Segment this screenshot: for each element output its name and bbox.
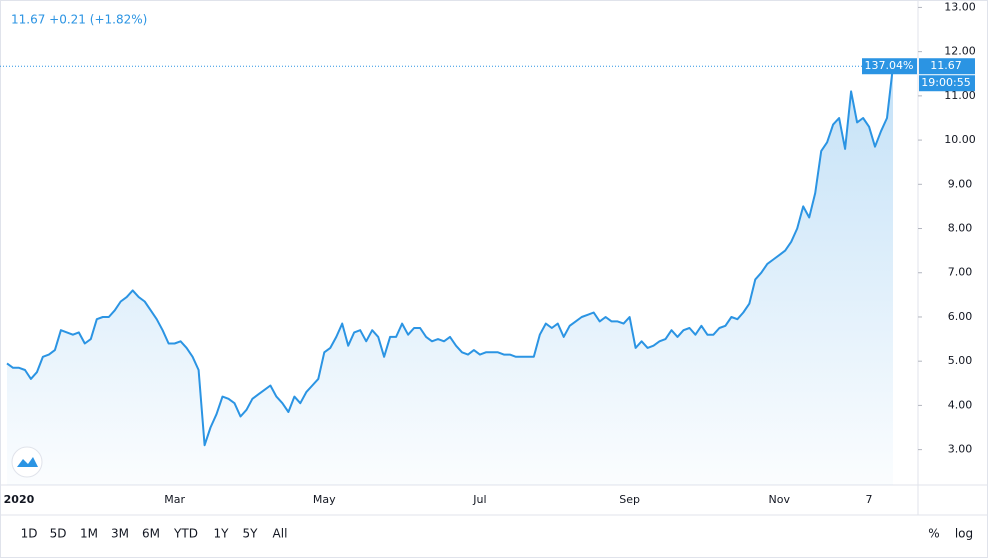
y-tick-label: 5.00 [948, 354, 973, 367]
x-tick-label: Mar [164, 493, 185, 506]
x-tick-label: 2020 [4, 493, 35, 506]
y-tick-label: 8.00 [948, 222, 973, 235]
y-tick-label: 7.00 [948, 266, 973, 279]
x-tick-label: Nov [769, 493, 791, 506]
y-tick-label: 3.00 [948, 443, 973, 456]
range-button[interactable]: 5Y [243, 527, 259, 541]
price-badge [919, 58, 975, 75]
y-tick-label: 10.00 [944, 133, 976, 146]
y-tick-label: 6.00 [948, 310, 973, 323]
scale-button[interactable]: log [955, 527, 973, 541]
range-button[interactable]: 3M [111, 527, 129, 541]
range-button[interactable]: 1M [80, 527, 98, 541]
toolbar: 1D 5D 1M 3M 6M YTD 1Y 5Y All% log [21, 527, 974, 541]
time-label: 19:00:55 [921, 76, 970, 89]
last-price-label: 11.67 [930, 59, 962, 72]
y-tick-label: 12.00 [944, 45, 976, 58]
range-button[interactable]: 5D [50, 527, 67, 541]
range-button[interactable]: YTD [173, 527, 198, 541]
range-button[interactable]: 1Y [214, 527, 230, 541]
range-button[interactable]: All [273, 527, 288, 541]
plot-area [0, 65, 918, 485]
range-button[interactable]: 1D [21, 527, 38, 541]
change-label: 137.04% [865, 59, 914, 72]
x-tick-label: May [313, 493, 336, 506]
x-tick-label: Sep [619, 493, 640, 506]
change-badge [862, 58, 917, 75]
area-fill [7, 66, 893, 485]
x-tick-label: Jul [472, 493, 486, 506]
y-tick-label: 9.00 [948, 177, 973, 190]
logo [11, 446, 43, 478]
price-line [6, 66, 894, 447]
y-tick-label: 13.00 [944, 0, 976, 13]
x-tick-label: 7 [866, 493, 873, 506]
scale-button[interactable]: % [928, 527, 939, 541]
y-tick-label: 11.00 [944, 89, 976, 102]
time-badge [919, 75, 975, 92]
y-tick-label: 4.00 [948, 398, 973, 411]
header-quote: 11.67 +0.21 (+1.82%) [11, 13, 147, 27]
range-button[interactable]: 6M [142, 527, 160, 541]
